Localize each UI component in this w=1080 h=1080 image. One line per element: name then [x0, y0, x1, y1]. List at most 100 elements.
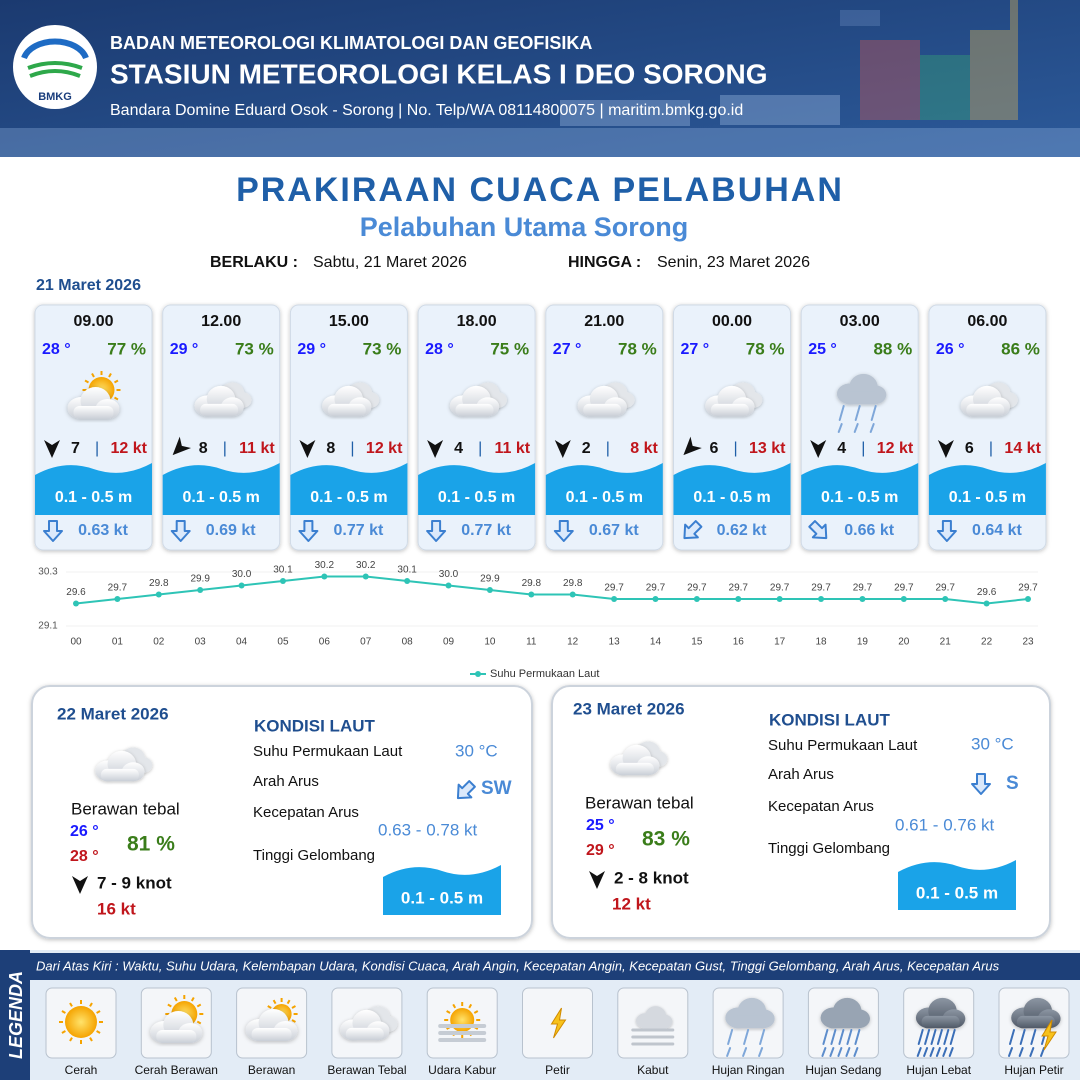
wind-arrow: [427, 440, 444, 458]
temperature: 25 °: [808, 341, 837, 358]
time: 03.00: [840, 313, 880, 330]
time: 15.00: [329, 313, 369, 330]
sst-point: [486, 587, 493, 593]
sst-point: [735, 596, 742, 602]
sst-point: [73, 600, 79, 607]
data-label: 29.7: [646, 583, 666, 594]
rain: [949, 1029, 956, 1045]
cloud: [340, 1009, 390, 1041]
cloud-part: [583, 403, 622, 417]
rain: [943, 1029, 950, 1045]
wind-arrow: [72, 876, 88, 894]
rain: [854, 1029, 861, 1045]
wave-height: 0.1 - 0.5 m: [566, 489, 643, 506]
current-speed: 0.64 kt: [972, 522, 1022, 539]
title: PRAKIRAAN CUACA PELABUHAN: [236, 171, 844, 209]
sun-ray: [196, 1020, 202, 1025]
wave: [418, 463, 536, 515]
sun-ray: [91, 373, 95, 378]
temperature: 27 °: [553, 341, 582, 358]
cloud: [725, 997, 775, 1029]
rain: [854, 405, 861, 421]
humidity: 75 %: [490, 339, 529, 358]
logo-waves: [27, 61, 83, 78]
time: 09.00: [73, 313, 113, 330]
temp-max: 29 °: [586, 842, 615, 859]
x-tick-label: 21: [940, 637, 952, 648]
gust: 12 kt: [877, 440, 914, 457]
wind-arrow: [299, 440, 316, 458]
sst-value: 30 °C: [455, 741, 498, 760]
data-label: 30.0: [232, 569, 252, 580]
wind-speed: 4: [837, 440, 846, 457]
rain: [830, 1029, 837, 1045]
legend-label: Berawan: [248, 1063, 295, 1077]
data-label: 29.7: [894, 583, 914, 594]
x-tick-label: 22: [981, 637, 993, 648]
temp-min: 26 °: [70, 823, 99, 840]
data-label: 29.7: [108, 583, 128, 594]
separator: |: [734, 440, 738, 457]
sst-point: [859, 596, 866, 602]
current-speed: 0.63 - 0.78 kt: [378, 820, 478, 839]
current-arrow: [808, 520, 828, 540]
x-tick-label: 18: [815, 637, 827, 648]
current-speed: 0.62 kt: [717, 522, 767, 539]
x-tick-label: 16: [733, 637, 745, 648]
sst-point: [362, 573, 369, 580]
current-dir-label: Arah Arus: [768, 766, 834, 783]
x-tick-label: 11: [526, 637, 537, 648]
cloud-part: [1016, 1015, 1055, 1029]
legend-item: Hujan Petir: [998, 987, 1070, 1077]
rain: [845, 1047, 851, 1057]
x-tick-label: 00: [70, 637, 82, 648]
temperature: 28 °: [425, 341, 454, 358]
contact: Bandara Domine Eduard Osok - Sorong | No…: [110, 102, 743, 119]
lightning: [1041, 1019, 1057, 1051]
cloud-part: [731, 1015, 769, 1029]
cloud-part: [615, 762, 654, 776]
sun-ray: [113, 379, 119, 384]
rain: [727, 1029, 734, 1045]
rain: [829, 1047, 835, 1057]
gust: 11 kt: [239, 440, 275, 457]
temp-max: 28 °: [70, 848, 99, 865]
sun-ray: [267, 1005, 272, 1009]
separator: |: [478, 440, 482, 457]
data-label: 29.6: [977, 587, 997, 598]
org-name: BADAN METEOROLOGI KLIMATOLOGI DAN GEOFIS…: [110, 33, 592, 53]
time: 00.00: [712, 313, 752, 330]
data-label: 29.6: [66, 587, 86, 598]
wave-label: Tinggi Gelombang: [253, 847, 375, 864]
cloud: [610, 744, 660, 776]
current-speed: 0.61 - 0.76 kt: [895, 815, 995, 834]
sun: [65, 1006, 97, 1038]
humidity: 77 %: [107, 339, 146, 358]
gust: 8 kt: [630, 440, 658, 457]
cloud-part: [200, 403, 239, 417]
current-speed: 0.77 kt: [333, 522, 383, 539]
sun-ray: [446, 1010, 451, 1014]
day-panel: 22 Maret 2026 Berawan tebal 26 ° 28 ° 81 % 7 …: [57, 704, 512, 918]
legend-desc-bg: [30, 953, 1080, 980]
rain: [838, 1029, 845, 1045]
data-label: 29.8: [563, 578, 583, 589]
legend-item: Hujan Lebat: [903, 987, 975, 1077]
rain: [743, 1029, 750, 1045]
sst-point: [900, 596, 907, 602]
wave: [383, 865, 501, 915]
sun-ray: [272, 999, 277, 1005]
legend-label: Udara Kabur: [428, 1063, 496, 1077]
x-tick-label: 02: [153, 637, 165, 648]
x-tick-label: 13: [609, 637, 621, 648]
x-tick-label: 20: [898, 637, 910, 648]
gust: 16 kt: [97, 899, 136, 918]
sun-ray: [286, 999, 291, 1005]
wave-height: 0.1 - 0.5 m: [693, 489, 770, 506]
time: 21.00: [584, 313, 624, 330]
data-label: 30.0: [439, 569, 459, 580]
wave-height: 0.1 - 0.5 m: [821, 489, 898, 506]
logo-text: BMKG: [38, 91, 72, 103]
current-dir-label: Arah Arus: [253, 773, 319, 790]
x-tick-label: 09: [443, 637, 455, 648]
